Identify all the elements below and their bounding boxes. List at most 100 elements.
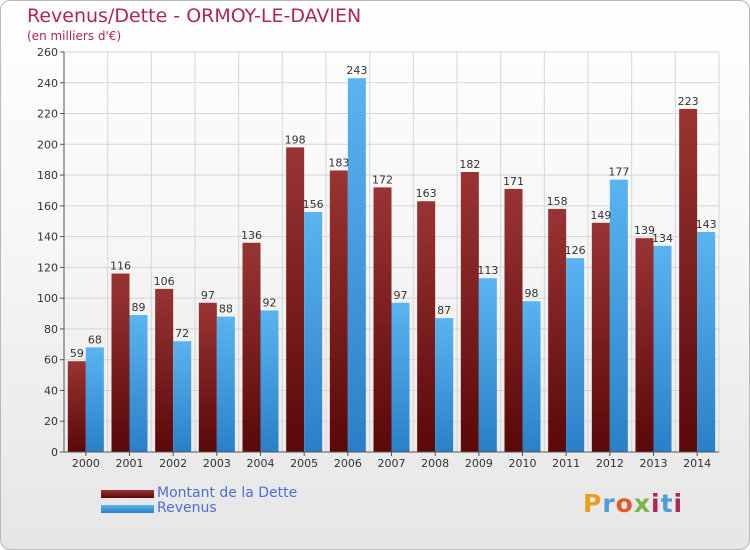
y-tick-label: 140 xyxy=(37,231,58,244)
y-tick-label: 200 xyxy=(37,138,58,151)
bar-revenus-2009 xyxy=(478,278,497,452)
bar-dette-2012 xyxy=(591,222,610,452)
value-label-revenus-2006: 243 xyxy=(346,64,367,77)
value-label-dette-2006: 183 xyxy=(328,156,349,169)
bar-dette-2002 xyxy=(155,288,174,452)
value-label-dette-2002: 106 xyxy=(154,275,175,288)
bar-dette-2006 xyxy=(329,170,348,452)
bar-dette-2011 xyxy=(548,208,567,452)
x-tick-label: 2005 xyxy=(290,457,318,470)
bar-dette-2014 xyxy=(679,108,698,452)
value-label-revenus-2011: 126 xyxy=(565,244,586,257)
value-label-dette-2008: 163 xyxy=(416,187,437,200)
legend-swatch-dette xyxy=(101,490,154,498)
value-label-revenus-2004: 92 xyxy=(263,296,277,309)
bar-revenus-2003 xyxy=(216,316,235,452)
proxiti-logo: Proxiti xyxy=(583,489,684,518)
x-tick-label: 2008 xyxy=(421,457,449,470)
bar-dette-2008 xyxy=(417,201,436,452)
x-tick-label: 2006 xyxy=(334,457,362,470)
x-tick-label: 2007 xyxy=(378,457,406,470)
value-label-revenus-2014: 143 xyxy=(696,218,717,231)
value-label-dette-2007: 172 xyxy=(372,173,393,186)
value-label-dette-2009: 182 xyxy=(459,158,480,171)
bar-dette-2001 xyxy=(111,273,130,452)
bar-revenus-2004 xyxy=(260,310,279,452)
bar-dette-2009 xyxy=(460,172,479,452)
value-label-dette-2011: 158 xyxy=(547,195,568,208)
value-label-dette-2004: 136 xyxy=(241,229,262,242)
value-label-revenus-2003: 88 xyxy=(219,303,233,316)
value-label-dette-2013: 139 xyxy=(634,224,655,237)
x-tick-label: 2014 xyxy=(683,457,711,470)
value-label-revenus-2005: 156 xyxy=(303,198,324,211)
value-label-revenus-2012: 177 xyxy=(608,166,629,179)
y-tick-label: 20 xyxy=(44,415,58,428)
y-tick-label: 240 xyxy=(37,77,58,90)
value-label-dette-2010: 171 xyxy=(503,175,524,188)
value-label-revenus-2007: 97 xyxy=(394,289,408,302)
bar-revenus-2007 xyxy=(391,302,410,452)
value-label-dette-2012: 149 xyxy=(590,209,611,222)
value-label-revenus-2009: 113 xyxy=(477,264,498,277)
value-label-revenus-2010: 98 xyxy=(525,287,539,300)
value-label-dette-2000: 59 xyxy=(70,347,84,360)
chart-title: Revenus/Dette - ORMOY-LE-DAVIEN xyxy=(27,5,362,27)
bar-revenus-2006 xyxy=(347,78,366,453)
value-label-dette-2001: 116 xyxy=(110,260,131,273)
bar-dette-2005 xyxy=(286,147,305,452)
bars-layer xyxy=(67,78,716,453)
y-tick-label: 120 xyxy=(37,261,58,274)
bar-dette-2013 xyxy=(635,238,654,452)
x-tick-label: 2012 xyxy=(596,457,624,470)
bar-dette-2010 xyxy=(504,188,523,452)
y-tick-label: 220 xyxy=(37,108,58,121)
bar-dette-2004 xyxy=(242,242,261,452)
bar-revenus-2014 xyxy=(697,232,716,452)
x-tick-label: 2013 xyxy=(640,457,668,470)
x-tick-label: 2009 xyxy=(465,457,493,470)
bar-revenus-2002 xyxy=(173,341,192,452)
value-label-revenus-2008: 87 xyxy=(437,304,451,317)
x-tick-label: 2011 xyxy=(552,457,580,470)
bar-revenus-2000 xyxy=(85,347,104,452)
bar-revenus-2005 xyxy=(304,212,323,452)
bar-revenus-2013 xyxy=(653,245,672,452)
value-label-revenus-2001: 89 xyxy=(132,301,146,314)
value-labels-layer: 59 68 116 89 106 72 97 88 136 92 198 156 183 243 172 97… xyxy=(70,64,717,360)
x-tick-label: 2004 xyxy=(247,457,275,470)
chart-subtitle: (en milliers d'€) xyxy=(27,29,122,43)
value-label-dette-2003: 97 xyxy=(201,289,215,302)
y-tick-label: 0 xyxy=(51,446,58,459)
y-tick-label: 80 xyxy=(44,323,58,336)
bar-dette-2003 xyxy=(198,302,217,452)
axis-layer: 0 20 40 60 80 100 120 140 160 180 200 220 240 260 2000… xyxy=(37,46,719,470)
y-tick-label: 260 xyxy=(37,46,58,59)
x-tick-label: 2002 xyxy=(159,457,187,470)
x-tick-label: 2000 xyxy=(72,457,100,470)
bar-dette-2007 xyxy=(373,187,392,452)
bar-revenus-2008 xyxy=(435,318,454,452)
value-label-dette-2005: 198 xyxy=(285,133,306,146)
x-tick-label: 2010 xyxy=(509,457,537,470)
y-tick-label: 180 xyxy=(37,169,58,182)
y-tick-label: 160 xyxy=(37,200,58,213)
legend-swatch-revenus xyxy=(101,505,154,513)
bar-revenus-2001 xyxy=(129,315,148,452)
y-tick-label: 40 xyxy=(44,384,58,397)
legend-label-revenus: Revenus xyxy=(157,500,217,516)
y-tick-label: 100 xyxy=(37,292,58,305)
bar-revenus-2011 xyxy=(566,258,585,452)
value-label-revenus-2002: 72 xyxy=(175,327,189,340)
x-tick-label: 2001 xyxy=(116,457,144,470)
y-tick-label: 60 xyxy=(44,354,58,367)
bar-dette-2000 xyxy=(67,361,86,452)
legend-label-dette: Montant de la Dette xyxy=(157,485,298,501)
bar-revenus-2010 xyxy=(522,301,541,452)
value-label-dette-2014: 223 xyxy=(678,95,699,108)
value-label-revenus-2000: 68 xyxy=(88,333,102,346)
value-label-revenus-2013: 134 xyxy=(652,232,673,245)
x-tick-label: 2003 xyxy=(203,457,231,470)
